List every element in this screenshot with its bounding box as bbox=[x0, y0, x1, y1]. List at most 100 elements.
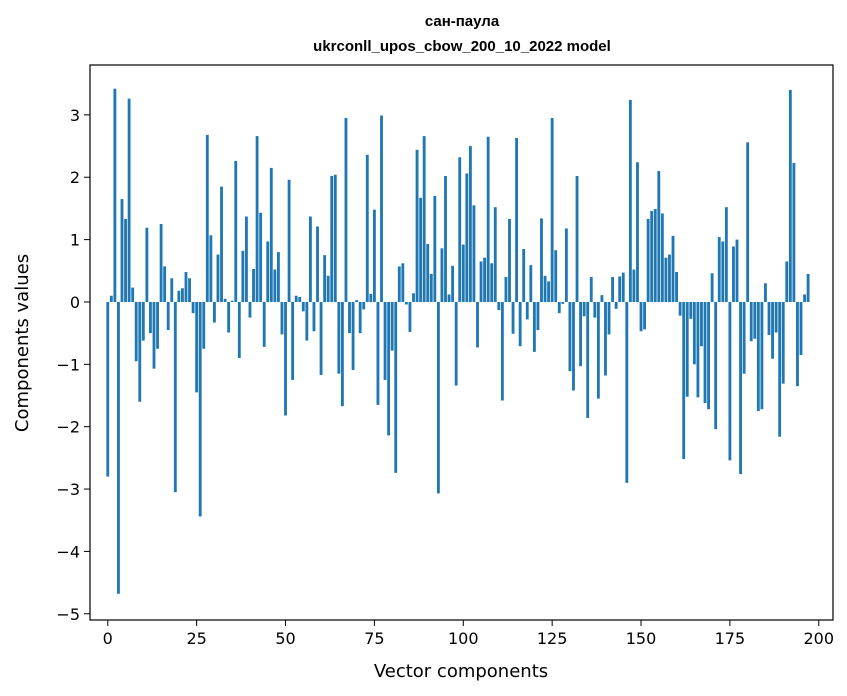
bar bbox=[138, 301, 142, 402]
bar bbox=[365, 154, 369, 302]
bar bbox=[511, 301, 515, 334]
bar bbox=[781, 301, 785, 384]
bar bbox=[650, 210, 654, 302]
bar bbox=[255, 136, 259, 302]
bar bbox=[778, 301, 782, 437]
bar bbox=[355, 300, 359, 302]
y-tick-label: 0 bbox=[70, 293, 80, 312]
bar bbox=[163, 266, 167, 302]
bar bbox=[198, 301, 202, 517]
bar bbox=[675, 272, 678, 302]
bar bbox=[476, 301, 479, 348]
bar bbox=[213, 301, 216, 323]
bar bbox=[614, 301, 618, 309]
bar bbox=[280, 301, 284, 335]
x-tick-label: 25 bbox=[186, 629, 206, 648]
bar bbox=[266, 241, 270, 302]
bar bbox=[294, 295, 298, 302]
bar bbox=[646, 219, 650, 302]
bar bbox=[433, 195, 437, 302]
bar bbox=[728, 301, 732, 461]
bar bbox=[109, 295, 113, 302]
bar bbox=[721, 241, 725, 302]
bar bbox=[618, 276, 622, 302]
bar bbox=[234, 161, 238, 302]
bar bbox=[351, 301, 355, 370]
bar bbox=[141, 301, 145, 341]
bar bbox=[202, 301, 206, 349]
bar bbox=[536, 301, 540, 331]
bar bbox=[184, 272, 188, 302]
bar bbox=[771, 301, 774, 359]
bar bbox=[181, 288, 184, 302]
bar bbox=[191, 301, 195, 314]
bar bbox=[205, 134, 209, 302]
bar bbox=[604, 301, 607, 376]
y-tick-label: −1 bbox=[56, 355, 80, 374]
bar bbox=[689, 301, 693, 319]
bar bbox=[340, 301, 344, 407]
bar bbox=[625, 301, 629, 483]
bar bbox=[326, 275, 330, 302]
bar bbox=[227, 301, 231, 333]
bar bbox=[664, 257, 668, 302]
bar bbox=[568, 301, 572, 372]
bar bbox=[269, 167, 273, 302]
bar bbox=[447, 294, 451, 302]
bar bbox=[358, 301, 362, 334]
bar bbox=[621, 272, 625, 302]
bar bbox=[493, 207, 497, 302]
bar bbox=[657, 171, 661, 302]
bar bbox=[479, 261, 483, 302]
bar bbox=[764, 283, 767, 302]
bar bbox=[195, 301, 199, 393]
bar bbox=[429, 273, 433, 302]
bar bbox=[735, 239, 739, 302]
bar bbox=[714, 301, 718, 430]
chart-title: сан-паула bbox=[425, 13, 500, 30]
bar bbox=[120, 199, 124, 302]
bar bbox=[248, 301, 252, 318]
bar bbox=[799, 301, 803, 355]
bar bbox=[547, 281, 551, 302]
x-tick-label: 75 bbox=[364, 629, 384, 648]
bar bbox=[159, 224, 163, 302]
x-tick-label: 100 bbox=[448, 629, 479, 648]
bar bbox=[742, 301, 746, 374]
bar bbox=[774, 301, 778, 333]
x-tick-label: 175 bbox=[715, 629, 746, 648]
bar bbox=[561, 301, 565, 304]
bar bbox=[639, 301, 643, 332]
chart-subtitle: ukrconll_upos_cbow_200_10_2022 model bbox=[313, 38, 611, 55]
bar bbox=[543, 275, 547, 302]
bar bbox=[575, 176, 579, 302]
bar bbox=[451, 265, 455, 302]
bar bbox=[113, 88, 117, 302]
bar bbox=[522, 248, 526, 302]
bar bbox=[685, 301, 689, 397]
bar bbox=[436, 301, 440, 494]
bar bbox=[273, 269, 277, 302]
x-tick-label: 125 bbox=[537, 629, 568, 648]
bar bbox=[426, 243, 430, 302]
bar bbox=[305, 301, 309, 341]
bar bbox=[312, 301, 316, 332]
bar bbox=[380, 115, 383, 302]
bar bbox=[596, 301, 600, 399]
bar bbox=[788, 89, 792, 302]
bar bbox=[468, 146, 472, 302]
bar bbox=[124, 219, 127, 302]
bar bbox=[237, 301, 241, 359]
bar bbox=[586, 301, 590, 418]
bar bbox=[703, 301, 707, 403]
bar bbox=[767, 301, 771, 336]
bar bbox=[532, 301, 536, 352]
bar bbox=[739, 301, 742, 475]
bar bbox=[166, 301, 170, 331]
bar bbox=[372, 209, 376, 302]
bar bbox=[682, 301, 686, 460]
bar bbox=[572, 301, 575, 391]
x-tick-label: 150 bbox=[626, 629, 657, 648]
bar bbox=[710, 273, 714, 302]
bar bbox=[394, 301, 398, 473]
